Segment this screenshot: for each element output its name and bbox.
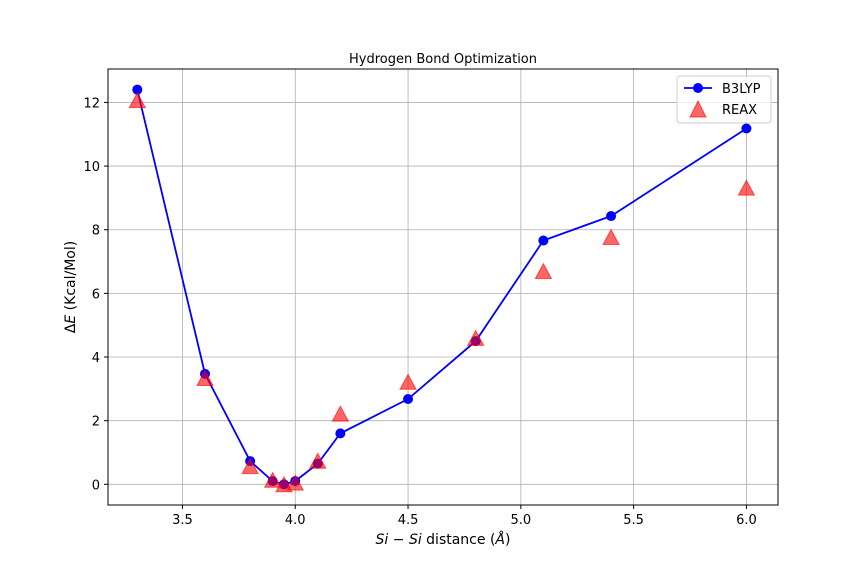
- plot-area: [128, 84, 756, 493]
- reax-point: [263, 471, 282, 488]
- y-tick-label: 2: [92, 415, 100, 430]
- chart-title: Hydrogen Bond Optimization: [349, 52, 537, 67]
- b3lyp-point: [403, 394, 414, 405]
- x-tick-label: 5.5: [623, 513, 644, 528]
- b3lyp-point: [741, 123, 752, 134]
- y-tick-label: 12: [83, 96, 100, 111]
- legend-reax-marker: [689, 99, 707, 118]
- reax-point: [331, 405, 350, 422]
- x-tick-label: 5.0: [510, 513, 531, 528]
- x-tick-label: 3.5: [172, 513, 193, 528]
- legend-b3lyp-marker: [693, 83, 703, 93]
- x-tick-label: 6.0: [736, 513, 757, 528]
- y-axis-label: ΔE (Kcal/Mol): [63, 241, 79, 333]
- reax-point: [534, 262, 553, 280]
- reax-point: [286, 474, 305, 491]
- axis-ticks: 3.5 4.0 4.5 5.0 5.5 6.0 0 2 4 6 8 10 12: [83, 96, 756, 528]
- y-tick-label: 8: [92, 224, 100, 239]
- x-tick-label: 4.0: [285, 513, 306, 528]
- reax-point: [737, 179, 756, 196]
- y-tick-label: 10: [83, 160, 100, 175]
- reax-point: [308, 452, 327, 469]
- reax-point: [128, 91, 147, 109]
- reax-point: [241, 457, 259, 475]
- y-tick-label: 4: [92, 351, 100, 366]
- b3lyp-point: [606, 211, 617, 222]
- b3lyp-point: [538, 235, 549, 246]
- y-tick-label: 6: [92, 287, 100, 302]
- legend: B3LYP REAX: [676, 75, 772, 124]
- y-tick-label: 0: [92, 478, 100, 493]
- grid-lines: [108, 69, 778, 505]
- series-reax: [128, 91, 756, 493]
- reax-point: [466, 329, 485, 346]
- reax-point: [399, 373, 417, 390]
- b3lyp-point: [132, 84, 143, 95]
- legend-reax-label: REAX: [722, 103, 757, 118]
- x-tick-label: 4.5: [398, 513, 419, 528]
- reax-point: [196, 369, 214, 386]
- legend-b3lyp-label: B3LYP: [722, 82, 761, 97]
- x-axis-label: Si − Si distance (Å): [376, 531, 511, 548]
- b3lyp-point: [335, 428, 346, 439]
- axes-frame: [107, 68, 779, 506]
- reax-point: [602, 228, 620, 245]
